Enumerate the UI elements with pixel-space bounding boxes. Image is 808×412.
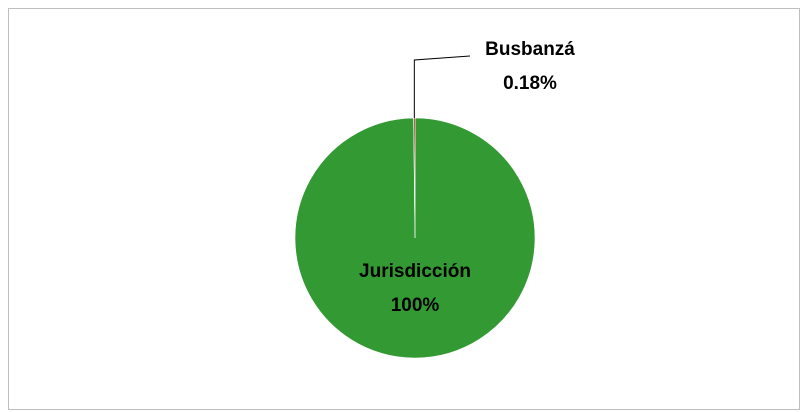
slice-value-label: 0.18% — [503, 73, 557, 94]
pie-slice — [413, 117, 416, 239]
slice-label: Busbanzá — [485, 39, 575, 60]
slice-label: Jurisdicción — [359, 261, 471, 282]
slice-value-label: 100% — [391, 295, 440, 316]
leader-line — [413, 55, 471, 119]
